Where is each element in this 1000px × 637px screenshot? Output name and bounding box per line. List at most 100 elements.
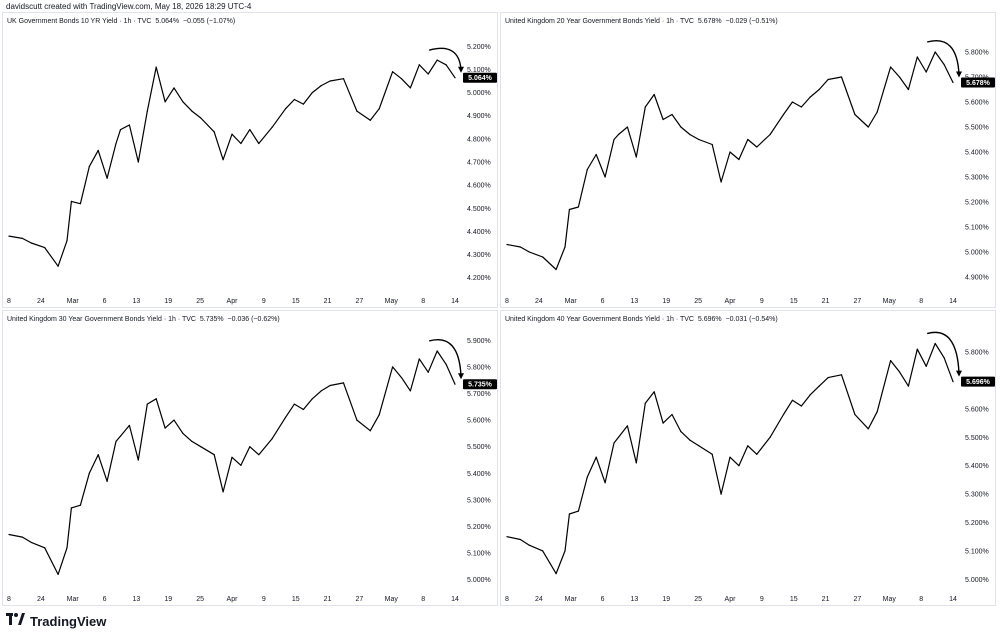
- y-tick-label: 5.100%: [467, 67, 491, 74]
- data-point: [30, 541, 32, 544]
- data-point: [617, 133, 620, 136]
- series-line: [506, 342, 954, 575]
- chart-title: United Kingdom 40 Year Government Bonds …: [505, 316, 778, 323]
- data-point: [867, 428, 869, 430]
- x-tick-label: 24: [535, 596, 543, 603]
- x-tick-label: 19: [662, 298, 670, 305]
- x-tick-label: Apr: [725, 298, 737, 305]
- data-point: [182, 432, 184, 435]
- data-point: [586, 476, 588, 478]
- x-tick-label: 9: [262, 596, 266, 603]
- data-point: [564, 246, 566, 248]
- y-tick-label: 5.900%: [467, 338, 491, 345]
- x-tick-label: Apr: [725, 596, 737, 603]
- data-point: [519, 246, 521, 248]
- data-point: [528, 251, 530, 253]
- data-point: [454, 77, 456, 79]
- data-point: [356, 419, 358, 421]
- x-tick-label: May: [385, 596, 399, 603]
- data-point: [213, 454, 215, 456]
- x-tick-label: 14: [451, 298, 459, 305]
- data-point: [635, 462, 637, 464]
- x-tick-label: 8: [505, 596, 509, 603]
- y-tick-label: 5.400%: [965, 150, 989, 157]
- x-tick-label: 25: [694, 298, 702, 305]
- x-tick-label: 27: [356, 298, 364, 305]
- y-tick-label: 5.400%: [965, 463, 989, 470]
- data-point: [369, 119, 371, 121]
- data-point: [711, 143, 713, 146]
- data-point: [445, 363, 447, 365]
- x-tick-label: 9: [262, 298, 266, 305]
- data-point: [689, 439, 691, 441]
- chart-panel-uk-40y[interactable]: 5.800%5.700%5.600%5.500%5.400%5.300%5.20…: [500, 310, 996, 606]
- data-point: [952, 380, 954, 383]
- chart-panel-uk-30y[interactable]: 5.900% 5.800% 5.700% 5.600% 5.500% 5.400% 5.30…: [2, 310, 498, 606]
- data-point: [644, 106, 646, 108]
- data-point: [617, 436, 620, 438]
- data-point: [729, 456, 731, 458]
- annotation-arrow: [428, 47, 462, 70]
- data-point: [604, 176, 606, 178]
- data-point: [57, 573, 59, 575]
- data-point: [542, 256, 544, 258]
- x-tick-label: May: [883, 596, 897, 603]
- data-point: [271, 438, 273, 440]
- data-point: [391, 71, 394, 73]
- data-point: [97, 454, 99, 456]
- x-tick-label: 9: [760, 596, 764, 603]
- data-point: [57, 265, 59, 267]
- x-tick-label: 8: [7, 298, 11, 305]
- data-point: [164, 427, 166, 429]
- data-point: [106, 177, 108, 179]
- data-point: [506, 536, 508, 538]
- data-point: [934, 342, 936, 345]
- data-point: [231, 456, 233, 458]
- footer-brand[interactable]: TradingView: [6, 612, 106, 631]
- x-tick-label: 24: [535, 298, 543, 305]
- annotation-arrow: [926, 40, 960, 75]
- x-tick-label: 13: [133, 298, 141, 305]
- y-tick-label: 5.000%: [965, 577, 989, 584]
- data-point: [827, 78, 829, 81]
- data-point: [66, 547, 68, 549]
- last-value-badge: [961, 376, 995, 387]
- data-point: [818, 385, 820, 387]
- chart-svg: 5.800%5.700%5.600%5.500%5.400%5.300%5.20…: [505, 40, 995, 305]
- data-point: [943, 63, 945, 66]
- data-point: [284, 108, 287, 110]
- data-point: [409, 87, 411, 89]
- chart-panel-uk-10y[interactable]: 5.200% 5.100% 5.000% 4.900% 4.800% 4.700% 4.60…: [2, 12, 498, 308]
- data-point: [907, 385, 909, 387]
- data-point: [635, 156, 637, 158]
- data-point: [595, 153, 597, 156]
- data-point: [88, 472, 90, 474]
- data-point: [302, 103, 304, 105]
- data-point: [200, 117, 202, 119]
- data-point: [128, 424, 131, 427]
- x-tick-label: 21: [324, 298, 332, 305]
- data-point: [916, 348, 918, 350]
- data-point: [213, 131, 215, 133]
- x-tick-label: 19: [662, 596, 670, 603]
- y-tick-label: 5.600%: [467, 418, 491, 425]
- data-point: [876, 411, 878, 413]
- data-point: [8, 235, 10, 237]
- data-point: [8, 533, 10, 536]
- y-tick-label: 4.800%: [467, 136, 491, 143]
- data-point: [756, 146, 758, 148]
- data-point: [164, 101, 166, 103]
- x-tick-label: 25: [196, 298, 204, 305]
- data-point: [191, 440, 193, 442]
- data-point: [146, 403, 148, 405]
- data-point: [662, 422, 664, 424]
- data-point: [747, 445, 749, 447]
- data-point: [258, 454, 260, 456]
- data-point: [889, 66, 892, 68]
- tradingview-logo-icon: [6, 612, 26, 631]
- x-tick-label: 13: [631, 298, 639, 305]
- header-credit: davidscutt created with TradingView.com,…: [6, 2, 252, 11]
- data-point: [293, 98, 296, 101]
- chart-panel-uk-20y[interactable]: 5.800%5.700%5.600%5.500%5.400%5.300%5.20…: [500, 12, 996, 308]
- y-tick-label: 5.800%: [965, 50, 989, 57]
